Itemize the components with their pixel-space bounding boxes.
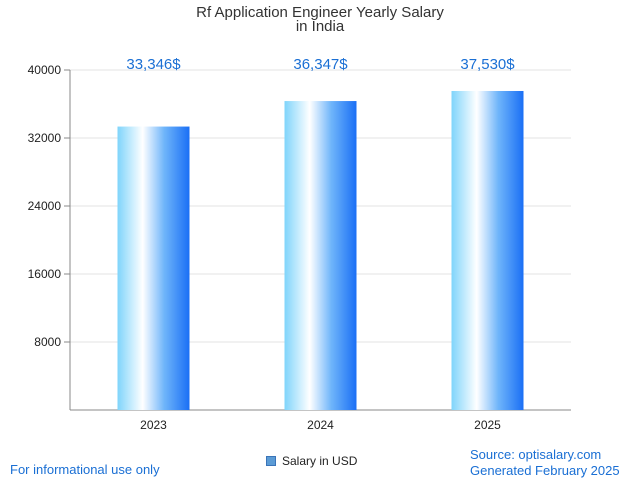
- legend[interactable]: Salary in USD: [266, 450, 357, 472]
- y-tick-label: 32000: [28, 131, 62, 145]
- generated-date: Generated February 2025: [470, 463, 620, 478]
- bar-value-label: 36,347$: [293, 56, 348, 73]
- y-tick-label: 16000: [28, 267, 62, 281]
- source-block: Source: optisalary.com Generated Februar…: [470, 447, 620, 479]
- bar-value-label: 37,530$: [460, 56, 515, 73]
- chart-title: Rf Application Engineer Yearly Salary: [196, 4, 444, 21]
- bar: [451, 90, 524, 411]
- disclaimer-note: For informational use only: [10, 462, 160, 477]
- bar-value-label: 33,346$: [126, 56, 181, 73]
- bar: [117, 126, 190, 411]
- bar: [284, 101, 357, 410]
- legend-label: Salary in USD: [282, 454, 358, 468]
- x-tick-label: 2024: [307, 418, 334, 432]
- y-tick-label: 8000: [34, 335, 61, 349]
- x-tick-label: 2025: [474, 418, 501, 432]
- source-link[interactable]: Source: optisalary.com: [470, 447, 602, 462]
- y-tick-label: 40000: [28, 63, 62, 77]
- y-tick-label: 24000: [28, 199, 62, 213]
- chart-subtitle: in India: [295, 18, 345, 35]
- x-tick-label: 2023: [140, 418, 167, 432]
- legend-swatch: [266, 456, 276, 466]
